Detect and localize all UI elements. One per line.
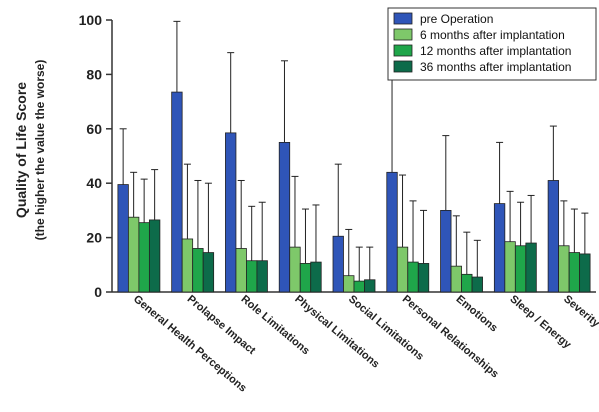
bar bbox=[171, 91, 183, 293]
bar bbox=[225, 132, 237, 293]
legend-label: 36 months after implantation bbox=[420, 60, 571, 74]
bars bbox=[117, 91, 591, 293]
bar bbox=[471, 276, 483, 293]
y-tick-label: 40 bbox=[86, 175, 102, 191]
bar bbox=[192, 248, 204, 293]
bar bbox=[332, 235, 344, 293]
x-tick-label: Emotions bbox=[454, 293, 500, 334]
bar bbox=[310, 261, 322, 293]
bar bbox=[364, 279, 376, 293]
bar bbox=[127, 216, 140, 293]
bar bbox=[504, 241, 516, 293]
bar bbox=[386, 171, 398, 293]
y-axis-title: Quality of Life Score (the higher the va… bbox=[13, 60, 47, 241]
x-tick-label: Personal Relationships bbox=[400, 293, 501, 380]
legend-label: 12 months after implantation bbox=[420, 44, 571, 58]
legend-swatch bbox=[393, 60, 413, 73]
y-tick-label: 20 bbox=[86, 230, 102, 246]
bar bbox=[547, 180, 560, 293]
bar bbox=[558, 245, 570, 293]
bar bbox=[181, 238, 194, 293]
legend-label: 6 months after implantation bbox=[420, 28, 565, 42]
legend-swatch bbox=[393, 44, 413, 57]
bar bbox=[278, 141, 291, 293]
legend-box bbox=[387, 7, 597, 81]
bar bbox=[461, 273, 473, 293]
bar bbox=[289, 246, 301, 293]
y-axis-sublabel: (the higher the value the worse) bbox=[33, 60, 47, 241]
legend-label: pre Operation bbox=[420, 12, 493, 26]
legend-swatch bbox=[393, 28, 413, 41]
bar bbox=[202, 252, 215, 293]
bar bbox=[568, 252, 581, 293]
bar bbox=[117, 184, 129, 293]
bar bbox=[396, 246, 409, 293]
bar bbox=[256, 260, 268, 293]
y-tick-label: 100 bbox=[79, 12, 103, 28]
y-tick-label: 60 bbox=[86, 121, 102, 137]
bar bbox=[246, 260, 258, 293]
x-tick-label: Severity Measures bbox=[561, 293, 599, 364]
bar bbox=[407, 261, 419, 293]
legend-swatch bbox=[393, 12, 413, 25]
bar bbox=[417, 263, 430, 293]
bar bbox=[138, 222, 150, 293]
y-tick-label: 80 bbox=[86, 66, 102, 82]
y-tick-label: 0 bbox=[94, 284, 102, 300]
bar bbox=[440, 209, 452, 293]
bar bbox=[353, 280, 365, 293]
y-axis-label: Quality of Life Score bbox=[13, 82, 29, 218]
bar bbox=[493, 203, 506, 293]
bar bbox=[579, 253, 591, 293]
bar bbox=[450, 265, 462, 293]
x-tick-label: General Health Perceptions bbox=[131, 293, 249, 395]
legend: pre Operation 6 months after implantation… bbox=[387, 7, 597, 81]
error-bars bbox=[119, 20, 589, 282]
bar bbox=[148, 219, 161, 293]
bar bbox=[235, 248, 247, 293]
bar bbox=[343, 275, 355, 293]
bar bbox=[299, 263, 312, 293]
bar bbox=[514, 245, 527, 293]
bar bbox=[525, 242, 537, 293]
